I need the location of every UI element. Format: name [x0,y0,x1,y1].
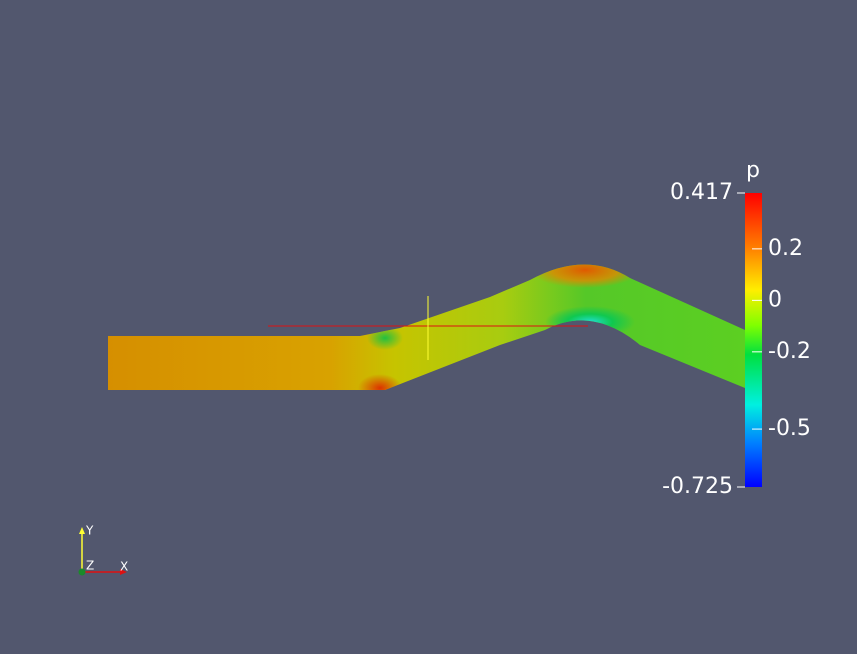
z-axis-label: Z [86,559,94,573]
x-arrow [120,569,127,575]
color-bar-tick-label: 0 [768,287,782,312]
y-axis-label: Y [85,524,94,538]
color-bar-range-label: -0.725 [662,474,733,499]
pipe-surface [108,264,745,390]
color-bar-tick-label: -0.2 [768,339,811,364]
color-bar [745,193,762,487]
color-bar-title: p [746,158,760,183]
z-axis [78,568,86,576]
x-axis-label: X [120,560,128,574]
axes-triad: Y Z X [78,524,128,576]
y-arrow [79,527,85,534]
color-bar-tick-label: -0.5 [768,416,811,441]
color-bar-tick-label: 0.2 [768,236,803,261]
color-bar-range-label: 0.417 [670,180,733,205]
